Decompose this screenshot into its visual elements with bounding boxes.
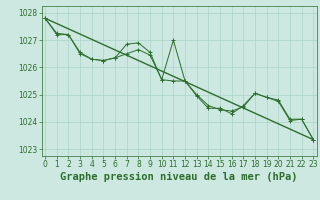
X-axis label: Graphe pression niveau de la mer (hPa): Graphe pression niveau de la mer (hPa) [60, 172, 298, 182]
